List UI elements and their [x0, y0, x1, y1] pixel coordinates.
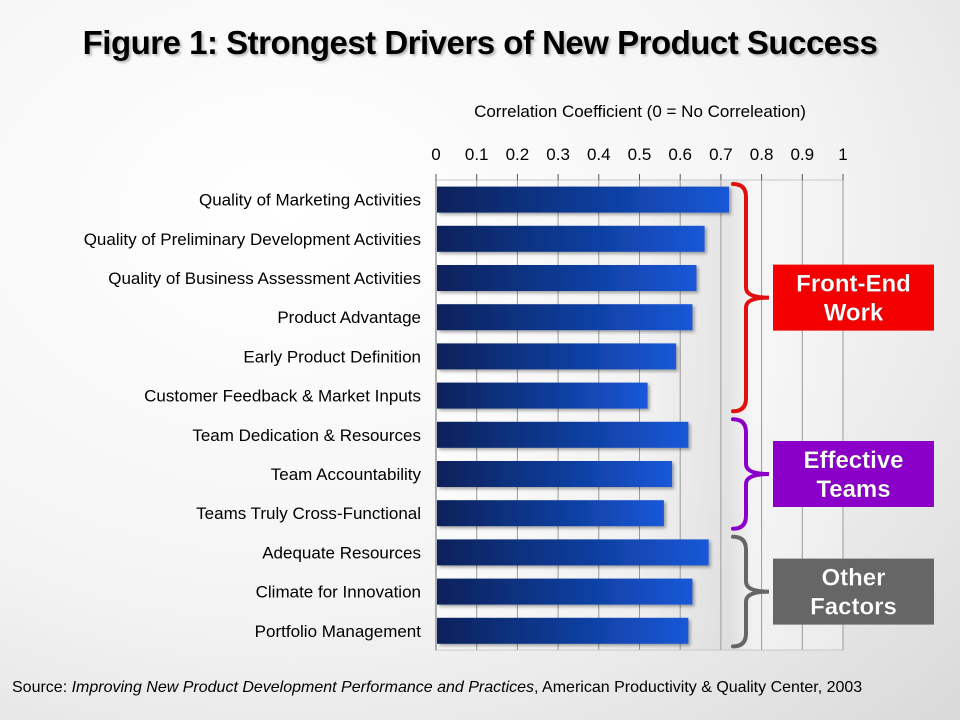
category-label: Customer Feedback & Market Inputs — [144, 387, 421, 406]
x-tick-label: 0.7 — [709, 145, 733, 164]
category-label: Quality of Business Assessment Activitie… — [108, 269, 421, 288]
category-label: Team Accountability — [271, 465, 422, 484]
category-label: Team Dedication & Resources — [192, 426, 421, 445]
group-label-text: Effective — [803, 447, 903, 474]
x-tick-label: 0 — [431, 145, 440, 164]
source-citation: Source: Improving New Product Developmen… — [12, 679, 952, 697]
group-label-text: Factors — [810, 594, 897, 621]
category-label: Adequate Resources — [262, 543, 421, 562]
x-tick-label: 0.2 — [506, 145, 530, 164]
x-axis-label: Correlation Coefficient (0 = No Correlea… — [474, 102, 806, 121]
source-publisher: , American Productivity & Quality Center… — [534, 679, 863, 696]
bar — [437, 265, 697, 291]
group-label-text: Other — [821, 565, 885, 592]
bar — [437, 382, 648, 409]
group-label-box — [773, 441, 934, 507]
x-tick-label: 0.5 — [628, 145, 652, 164]
x-tick-label: 0.1 — [465, 145, 489, 164]
x-tick-label: 1 — [838, 145, 847, 164]
source-prefix: Source: — [12, 679, 72, 696]
bar — [437, 421, 689, 448]
x-tick-label: 0.4 — [587, 145, 611, 164]
group-label-text: Work — [824, 300, 884, 327]
bar — [437, 617, 689, 644]
group-label-box — [773, 558, 934, 625]
bar — [437, 500, 664, 527]
group-bracket — [731, 182, 770, 414]
bar — [437, 578, 693, 605]
group-label-text: Front-End — [796, 271, 911, 298]
category-label: Quality of Marketing Activities — [199, 191, 421, 210]
chart-title: Figure 1: Strongest Drivers of New Produ… — [82, 24, 878, 61]
group-bracket — [731, 534, 770, 649]
category-label: Teams Truly Cross-Functional — [196, 504, 421, 523]
category-label: Portfolio Management — [255, 622, 422, 641]
x-tick-label: 0.3 — [546, 145, 570, 164]
bar — [437, 186, 730, 213]
group-label-text: Teams — [816, 476, 890, 503]
source-work-title: Improving New Product Development Perfor… — [71, 679, 535, 696]
group-bracket — [731, 417, 770, 531]
bar — [437, 343, 677, 370]
bar — [437, 225, 705, 252]
category-label: Quality of Preliminary Development Activ… — [84, 230, 421, 249]
x-tick-label: 0.6 — [668, 145, 692, 164]
bar — [437, 461, 673, 487]
bar — [437, 539, 709, 566]
category-label: Early Product Definition — [243, 347, 421, 366]
category-label: Climate for Innovation — [256, 583, 421, 602]
x-tick-label: 0.9 — [790, 145, 814, 164]
x-tick-label: 0.8 — [750, 145, 774, 164]
category-label: Product Advantage — [277, 308, 421, 327]
group-label-box — [773, 264, 934, 331]
bar — [437, 304, 693, 331]
